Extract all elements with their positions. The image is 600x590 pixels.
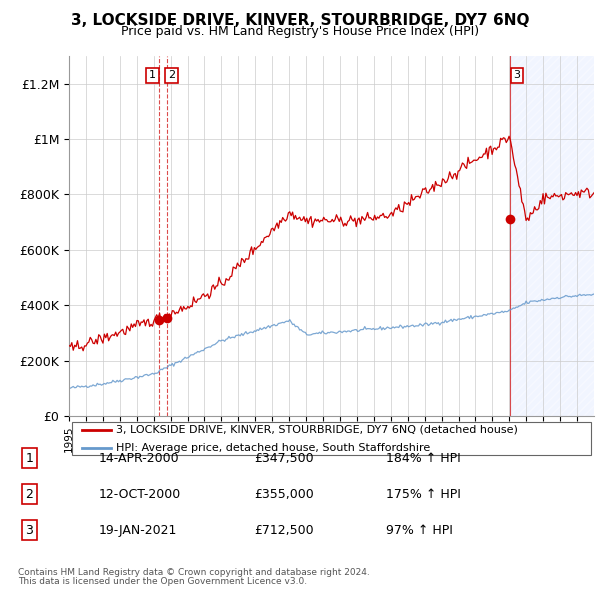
Bar [510, 56, 594, 416]
Text: 12-OCT-2000: 12-OCT-2000 [98, 487, 181, 501]
Text: 3, LOCKSIDE DRIVE, KINVER, STOURBRIDGE, DY7 6NQ: 3, LOCKSIDE DRIVE, KINVER, STOURBRIDGE, … [71, 13, 529, 28]
Text: 1: 1 [25, 451, 33, 464]
Text: Contains HM Land Registry data © Crown copyright and database right 2024.: Contains HM Land Registry data © Crown c… [18, 568, 370, 576]
Text: 2: 2 [25, 487, 33, 501]
Text: This data is licensed under the Open Government Licence v3.0.: This data is licensed under the Open Gov… [18, 577, 307, 586]
Text: 19-JAN-2021: 19-JAN-2021 [98, 524, 177, 537]
Text: 97% ↑ HPI: 97% ↑ HPI [386, 524, 453, 537]
Text: 3: 3 [25, 524, 33, 537]
Text: £712,500: £712,500 [254, 524, 314, 537]
FancyBboxPatch shape [71, 422, 592, 455]
Bar [510, 56, 594, 416]
Text: 3: 3 [514, 70, 520, 80]
Text: 14-APR-2000: 14-APR-2000 [98, 451, 179, 464]
Text: 175% ↑ HPI: 175% ↑ HPI [386, 487, 461, 501]
Text: 3, LOCKSIDE DRIVE, KINVER, STOURBRIDGE, DY7 6NQ (detached house): 3, LOCKSIDE DRIVE, KINVER, STOURBRIDGE, … [116, 425, 518, 435]
Text: £355,000: £355,000 [254, 487, 314, 501]
Text: Price paid vs. HM Land Registry's House Price Index (HPI): Price paid vs. HM Land Registry's House … [121, 25, 479, 38]
Text: HPI: Average price, detached house, South Staffordshire: HPI: Average price, detached house, Sout… [116, 443, 431, 453]
Text: 2: 2 [168, 70, 175, 80]
Text: 184% ↑ HPI: 184% ↑ HPI [386, 451, 461, 464]
Text: 1: 1 [149, 70, 156, 80]
Text: £347,500: £347,500 [254, 451, 314, 464]
